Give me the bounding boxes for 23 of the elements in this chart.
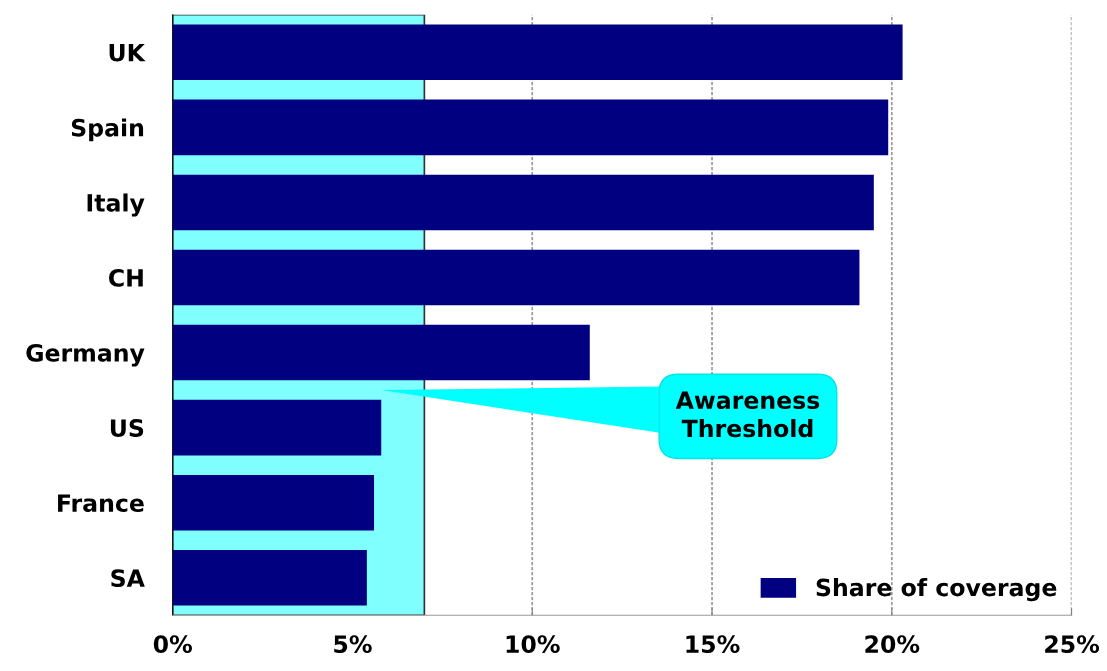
x-tick-label: 5% [334,635,372,654]
y-tick-label: Spain [71,118,144,142]
bar [172,249,860,306]
x-tick-label: 10% [506,635,560,654]
bar [172,24,903,81]
y-tick-label: Germany [26,343,145,367]
bar [172,550,367,606]
y-tick-label: Italy [87,193,145,217]
y-tick-label: France [58,494,144,513]
bar [172,99,889,156]
y-tick-label: UK [109,44,146,62]
x-tick-label: 15% [686,635,740,654]
band-label: Awareness Threshold [675,391,820,438]
y-tick-label: US [110,419,144,437]
bar [172,174,874,231]
x-tick-label: 25% [1045,635,1100,654]
bar [172,324,590,381]
bar [172,474,375,531]
y-tick-label: SA [111,569,145,588]
x-tick-label: 0% [153,635,192,654]
x-tick-label: 20% [865,635,920,654]
legend-label: Share of coverage [816,578,1057,602]
y-tick-label: CH [109,268,143,287]
